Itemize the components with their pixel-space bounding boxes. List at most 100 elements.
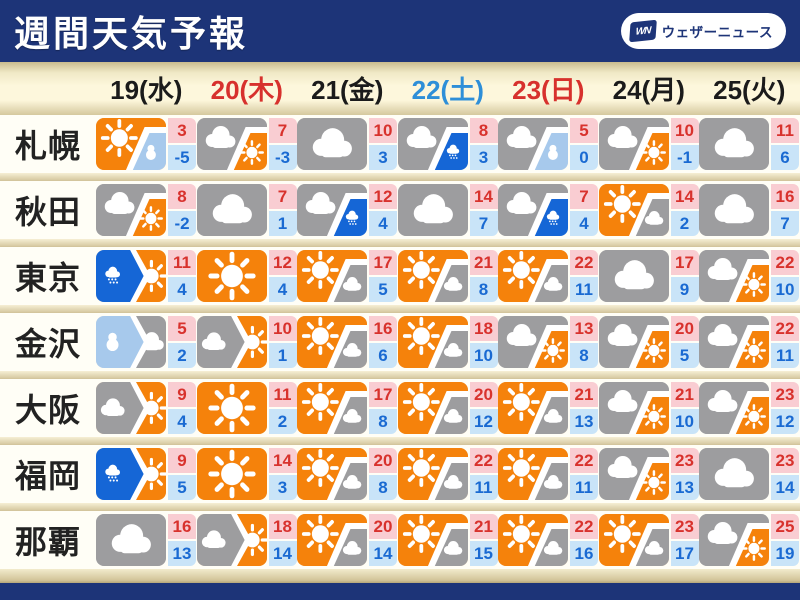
- sun-cloud-icon: [297, 448, 367, 500]
- temperature-block: 20 5: [670, 316, 699, 368]
- sun-cloud-icon: [297, 514, 367, 566]
- forecast-cell: 23 17: [598, 514, 700, 566]
- temperature-block: 20 8: [369, 448, 397, 500]
- temperature-block: 23 13: [670, 448, 699, 500]
- low-temperature: 10: [670, 409, 699, 434]
- city-label: 福岡: [14, 458, 81, 494]
- forecast-cell: 25 19: [699, 514, 800, 566]
- city-label: 金沢: [14, 326, 81, 362]
- rain-to-sun-icon: [96, 250, 166, 302]
- temperature-block: 14 3: [268, 448, 297, 500]
- sun-cloud-icon: [598, 184, 669, 236]
- temperature-block: 18 14: [268, 514, 297, 566]
- cloud-icon: [699, 184, 769, 236]
- temperature-block: 20 12: [469, 382, 498, 434]
- sun-cloud-icon: [498, 382, 568, 434]
- low-temperature: 5: [670, 343, 699, 368]
- high-temperature: 13: [570, 316, 598, 341]
- high-temperature: 12: [369, 184, 397, 209]
- low-temperature: 8: [570, 343, 598, 368]
- cloud-to-sun-icon: [196, 514, 267, 566]
- temperature-block: 3 -5: [168, 118, 196, 170]
- sun-icon: [196, 250, 267, 302]
- forecast-row: 金沢 5 2 10 1 16 6 18 10 13 8 20 5 22 11: [0, 313, 800, 371]
- temperature-block: 21 15: [469, 514, 498, 566]
- city-label: 大阪: [14, 392, 81, 428]
- forecast-cell: 12 4: [196, 250, 298, 302]
- forecast-cell: 14 2: [598, 184, 700, 236]
- high-temperature: 17: [369, 250, 397, 275]
- forecast-cell: 17 9: [598, 250, 700, 302]
- sun-cloud-icon: [297, 382, 367, 434]
- high-temperature: 25: [771, 514, 799, 539]
- temperature-block: 22 11: [469, 448, 498, 500]
- forecast-cell: 22 11: [699, 316, 800, 368]
- low-temperature: 6: [369, 343, 397, 368]
- high-temperature: 11: [168, 250, 196, 275]
- forecast-cell: 7 -3: [196, 118, 298, 170]
- sun-cloud-icon: [397, 250, 468, 302]
- high-temperature: 23: [670, 448, 699, 473]
- low-temperature: 11: [570, 475, 598, 500]
- low-temperature: 0: [570, 145, 598, 170]
- low-temperature: 9: [670, 277, 699, 302]
- temperature-block: 14 2: [670, 184, 699, 236]
- forecast-row: 福岡 9 5 14 3 20 8 22 11 22 11 23 13 23 14: [0, 445, 800, 503]
- temperature-block: 11 2: [268, 382, 297, 434]
- cloud-sun-icon: [598, 316, 669, 368]
- cloud-sun-icon: [498, 316, 568, 368]
- temperature-block: 14 7: [469, 184, 498, 236]
- high-temperature: 23: [771, 448, 799, 473]
- high-temperature: 10: [268, 316, 297, 341]
- temperature-block: 21 8: [469, 250, 498, 302]
- low-temperature: -5: [168, 145, 196, 170]
- high-temperature: 17: [670, 250, 699, 275]
- temperature-block: 22 16: [570, 514, 598, 566]
- high-temperature: 22: [570, 250, 598, 275]
- high-temperature: 20: [469, 382, 498, 407]
- forecast-cell: 12 4: [297, 184, 398, 236]
- forecast-row: 秋田 8 -2 7 1 12 4 14 7 7 4 14 2 16 7: [0, 181, 800, 239]
- temperature-block: 16 6: [369, 316, 397, 368]
- low-temperature: 12: [469, 409, 498, 434]
- high-temperature: 10: [369, 118, 397, 143]
- forecast-cell: 23 12: [699, 382, 800, 434]
- forecast-cell: 22 16: [498, 514, 599, 566]
- high-temperature: 9: [168, 382, 196, 407]
- weathernews-logo-icon: WN: [628, 19, 657, 43]
- weathernews-logo: WN ウェザーニュース: [620, 13, 786, 49]
- date-header: 19(水): [110, 75, 183, 105]
- forecast-cell: 20 5: [598, 316, 700, 368]
- sun-cloud-icon: [397, 316, 468, 368]
- low-temperature: -2: [168, 211, 196, 236]
- cloud-to-sun-icon: [196, 316, 267, 368]
- low-temperature: 16: [570, 541, 598, 566]
- forecast-cell: 20 12: [397, 382, 499, 434]
- forecast-row: 那覇 16 13 18 14 20 14 21 15 22 16 23 17 25 19: [0, 511, 800, 569]
- forecast-cell: 21 15: [397, 514, 499, 566]
- temperature-block: 12 4: [268, 250, 297, 302]
- forecast-cell: 23 14: [699, 448, 800, 500]
- cloud-sun-icon: [598, 448, 669, 500]
- page-title: 週間天気予報: [14, 13, 249, 54]
- high-temperature: 21: [570, 382, 598, 407]
- forecast-cell: 22 11: [397, 448, 499, 500]
- high-temperature: 23: [670, 514, 699, 539]
- forecast-cell: 22 11: [498, 448, 599, 500]
- high-temperature: 14: [670, 184, 699, 209]
- temperature-block: 17 5: [369, 250, 397, 302]
- high-temperature: 20: [369, 514, 397, 539]
- cloud-icon: [699, 118, 769, 170]
- temperature-block: 20 14: [369, 514, 397, 566]
- temperature-block: 22 10: [771, 250, 799, 302]
- forecast-cell: 17 8: [297, 382, 398, 434]
- low-temperature: 7: [469, 211, 498, 236]
- header-bar: 週間天気予報 WN ウェザーニュース: [0, 0, 800, 62]
